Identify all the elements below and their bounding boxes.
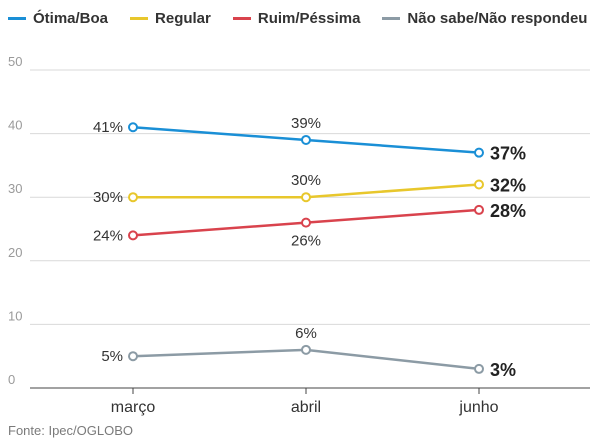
data-point (128, 351, 138, 362)
data-label: 3% (490, 360, 516, 380)
data-label: 24% (93, 227, 123, 244)
legend-item: Não sabe/Não respondeu (382, 10, 587, 27)
data-label: 5% (101, 348, 123, 365)
data-point (301, 192, 311, 203)
data-label: 6% (295, 325, 317, 342)
data-point (301, 217, 311, 228)
data-point (128, 122, 138, 133)
data-label: 39% (291, 115, 321, 132)
data-label: 28% (490, 201, 526, 221)
data-point (301, 134, 311, 145)
legend-label: Ótima/Boa (33, 9, 109, 27)
legend-item: Ótima/Boa (8, 10, 108, 27)
data-point (128, 230, 138, 241)
data-label: 41% (93, 119, 123, 136)
legend: Ótima/Boa Regular Ruim/Péssima Não sabe/Não… (8, 6, 600, 30)
legend-label: Não sabe/Não respondeu (407, 9, 588, 27)
data-point (301, 344, 311, 355)
y-tick-label: 0 (8, 372, 15, 387)
data-point (474, 204, 484, 215)
line-chart: 0 10 20 30 40 50 março abril junho 41% 39% 37% 30% 30… (8, 54, 590, 416)
legend-item: Ruim/Péssima (232, 9, 361, 27)
legend-swatch (232, 16, 251, 20)
legend-swatch (8, 16, 26, 20)
x-tick-label: junho (458, 399, 498, 416)
y-tick-label: 30 (8, 181, 22, 196)
data-label: 30% (291, 172, 321, 189)
y-tick-label: 10 (8, 308, 22, 323)
data-label: 32% (490, 175, 526, 195)
y-tick-label: 40 (8, 118, 22, 133)
x-tick-label: abril (291, 399, 321, 416)
legend-item: Regular (130, 10, 211, 27)
data-label: 30% (93, 189, 123, 206)
data-label: 37% (490, 144, 526, 164)
source-note: Fonte: Ipec/OGLOBO (8, 423, 133, 438)
y-tick-label: 50 (8, 54, 22, 69)
data-point (474, 147, 484, 158)
data-point (474, 179, 484, 190)
x-tick-label: março (111, 399, 156, 416)
legend-swatch (382, 16, 401, 20)
legend-swatch (130, 16, 149, 20)
data-label: 26% (291, 233, 321, 250)
data-point (474, 363, 484, 374)
y-tick-label: 20 (8, 245, 22, 260)
data-point (128, 192, 138, 203)
legend-label: Ruim/Péssima (257, 9, 361, 27)
legend-label: Regular (155, 9, 211, 27)
